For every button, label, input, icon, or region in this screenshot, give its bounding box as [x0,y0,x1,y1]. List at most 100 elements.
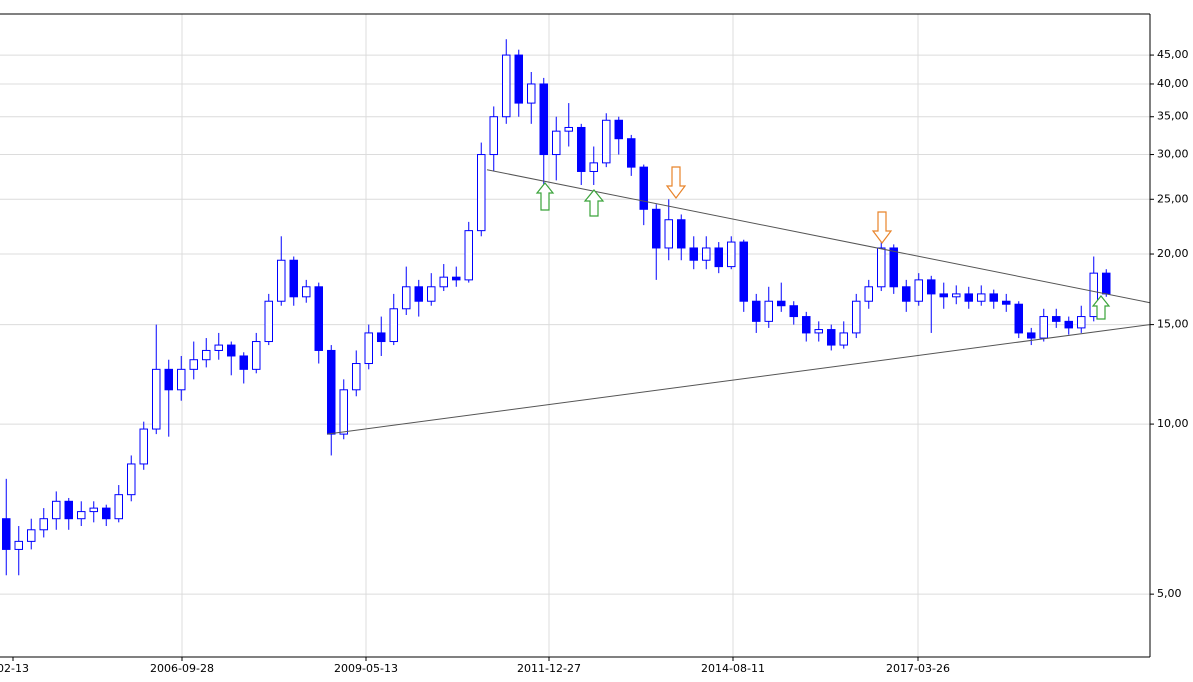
y-tick-label: 15,00 [1157,318,1189,331]
candle-body [77,511,86,520]
candle-body [114,494,123,520]
candle-body [1027,332,1036,339]
candle-body [264,300,273,343]
candle-body [614,119,623,140]
candle-body [64,500,73,520]
candle-body [527,83,536,104]
candle-body [764,300,773,322]
candle-body [427,286,436,302]
candle-body [664,219,673,249]
y-tick-label: 35,00 [1157,110,1189,123]
candle-body [252,341,261,370]
plot-area [2,39,1151,576]
candle-body [27,529,36,542]
y-tick-label: 5,00 [1157,587,1182,600]
candle-body [739,241,748,302]
x-tick-label: 2017-03-26 [886,662,950,675]
down-arrow [871,211,893,244]
candle-body [677,219,686,249]
candle-body [1002,300,1011,305]
candle-body [627,138,636,168]
candle-body [127,463,136,496]
candle-body [564,126,573,132]
candle-body [839,332,848,346]
candle-body [102,507,111,520]
candle-body [652,208,661,249]
x-tick-label: 02-13 [0,662,29,675]
candle-body [477,154,486,232]
down-arrow [665,166,687,199]
candle-body [939,293,948,298]
candle-body [552,130,561,156]
y-tick-label: 10,00 [1157,417,1189,430]
candle-body [1052,316,1061,322]
candle-body [539,83,548,156]
y-tick-label: 45,00 [1157,48,1189,61]
candle-body [489,116,498,156]
grid [0,14,1150,657]
candle-body [402,286,411,310]
x-tick-label: 2011-12-27 [517,662,581,675]
candle-body [1014,303,1023,334]
candle-body [702,247,711,261]
candle-body [589,162,598,172]
candle-body [1039,316,1048,339]
candle-body [452,276,461,281]
candle-body [202,349,211,361]
candle-body [777,300,786,307]
x-tick-label: 2014-08-11 [701,662,765,675]
candle-body [89,507,98,513]
candle-body [302,286,311,298]
candle-body [214,344,223,351]
up-arrow [1091,295,1111,320]
candle-body [852,300,861,334]
candle-body [152,368,161,430]
candle-body [139,428,148,465]
candle-body [752,300,761,322]
candle-body [989,293,998,302]
candle-body [1089,272,1098,318]
signal-arrows [535,166,1111,320]
candle-body [289,259,298,298]
trendline [326,324,1151,435]
candle-body [277,259,286,302]
candle-body [314,286,323,351]
candle-body [227,344,236,357]
candle-body [802,316,811,334]
candle-body [189,359,198,370]
candle-body [714,247,723,268]
candle-body [689,247,698,261]
y-tick-label: 30,00 [1157,148,1189,161]
candle-body [364,332,373,365]
y-tick-label: 40,00 [1157,77,1189,90]
candle-body [327,349,336,435]
candle-body [577,126,586,172]
y-tick-label: 20,00 [1157,247,1189,260]
candle-body [814,329,823,334]
candle-body [827,329,836,346]
candle-body [902,286,911,302]
candle-body [352,363,361,391]
x-tick-label: 2006-09-28 [150,662,214,675]
candle-body [439,276,448,288]
trendline [486,169,1151,304]
candle-body [502,54,511,118]
candle-body [789,305,798,318]
candle-body [927,279,936,295]
candle-body [14,540,23,550]
candle-body [377,332,386,343]
x-tick-label: 2009-05-13 [334,662,398,675]
candle-body [727,241,736,268]
candle-body [889,247,898,288]
candle-body [877,247,886,288]
candle-body [414,286,423,302]
y-tick-label: 25,00 [1157,192,1189,205]
candle-body [164,368,173,391]
candle-body [464,230,473,281]
candle-body [977,293,986,302]
candle-body [2,518,11,550]
candle-body [39,518,48,531]
candle-body [239,355,248,370]
axis-labels: 5,00 10,00 15,00 20,00 25,00 30,00 35,00 40,00 4… [0,48,1189,675]
